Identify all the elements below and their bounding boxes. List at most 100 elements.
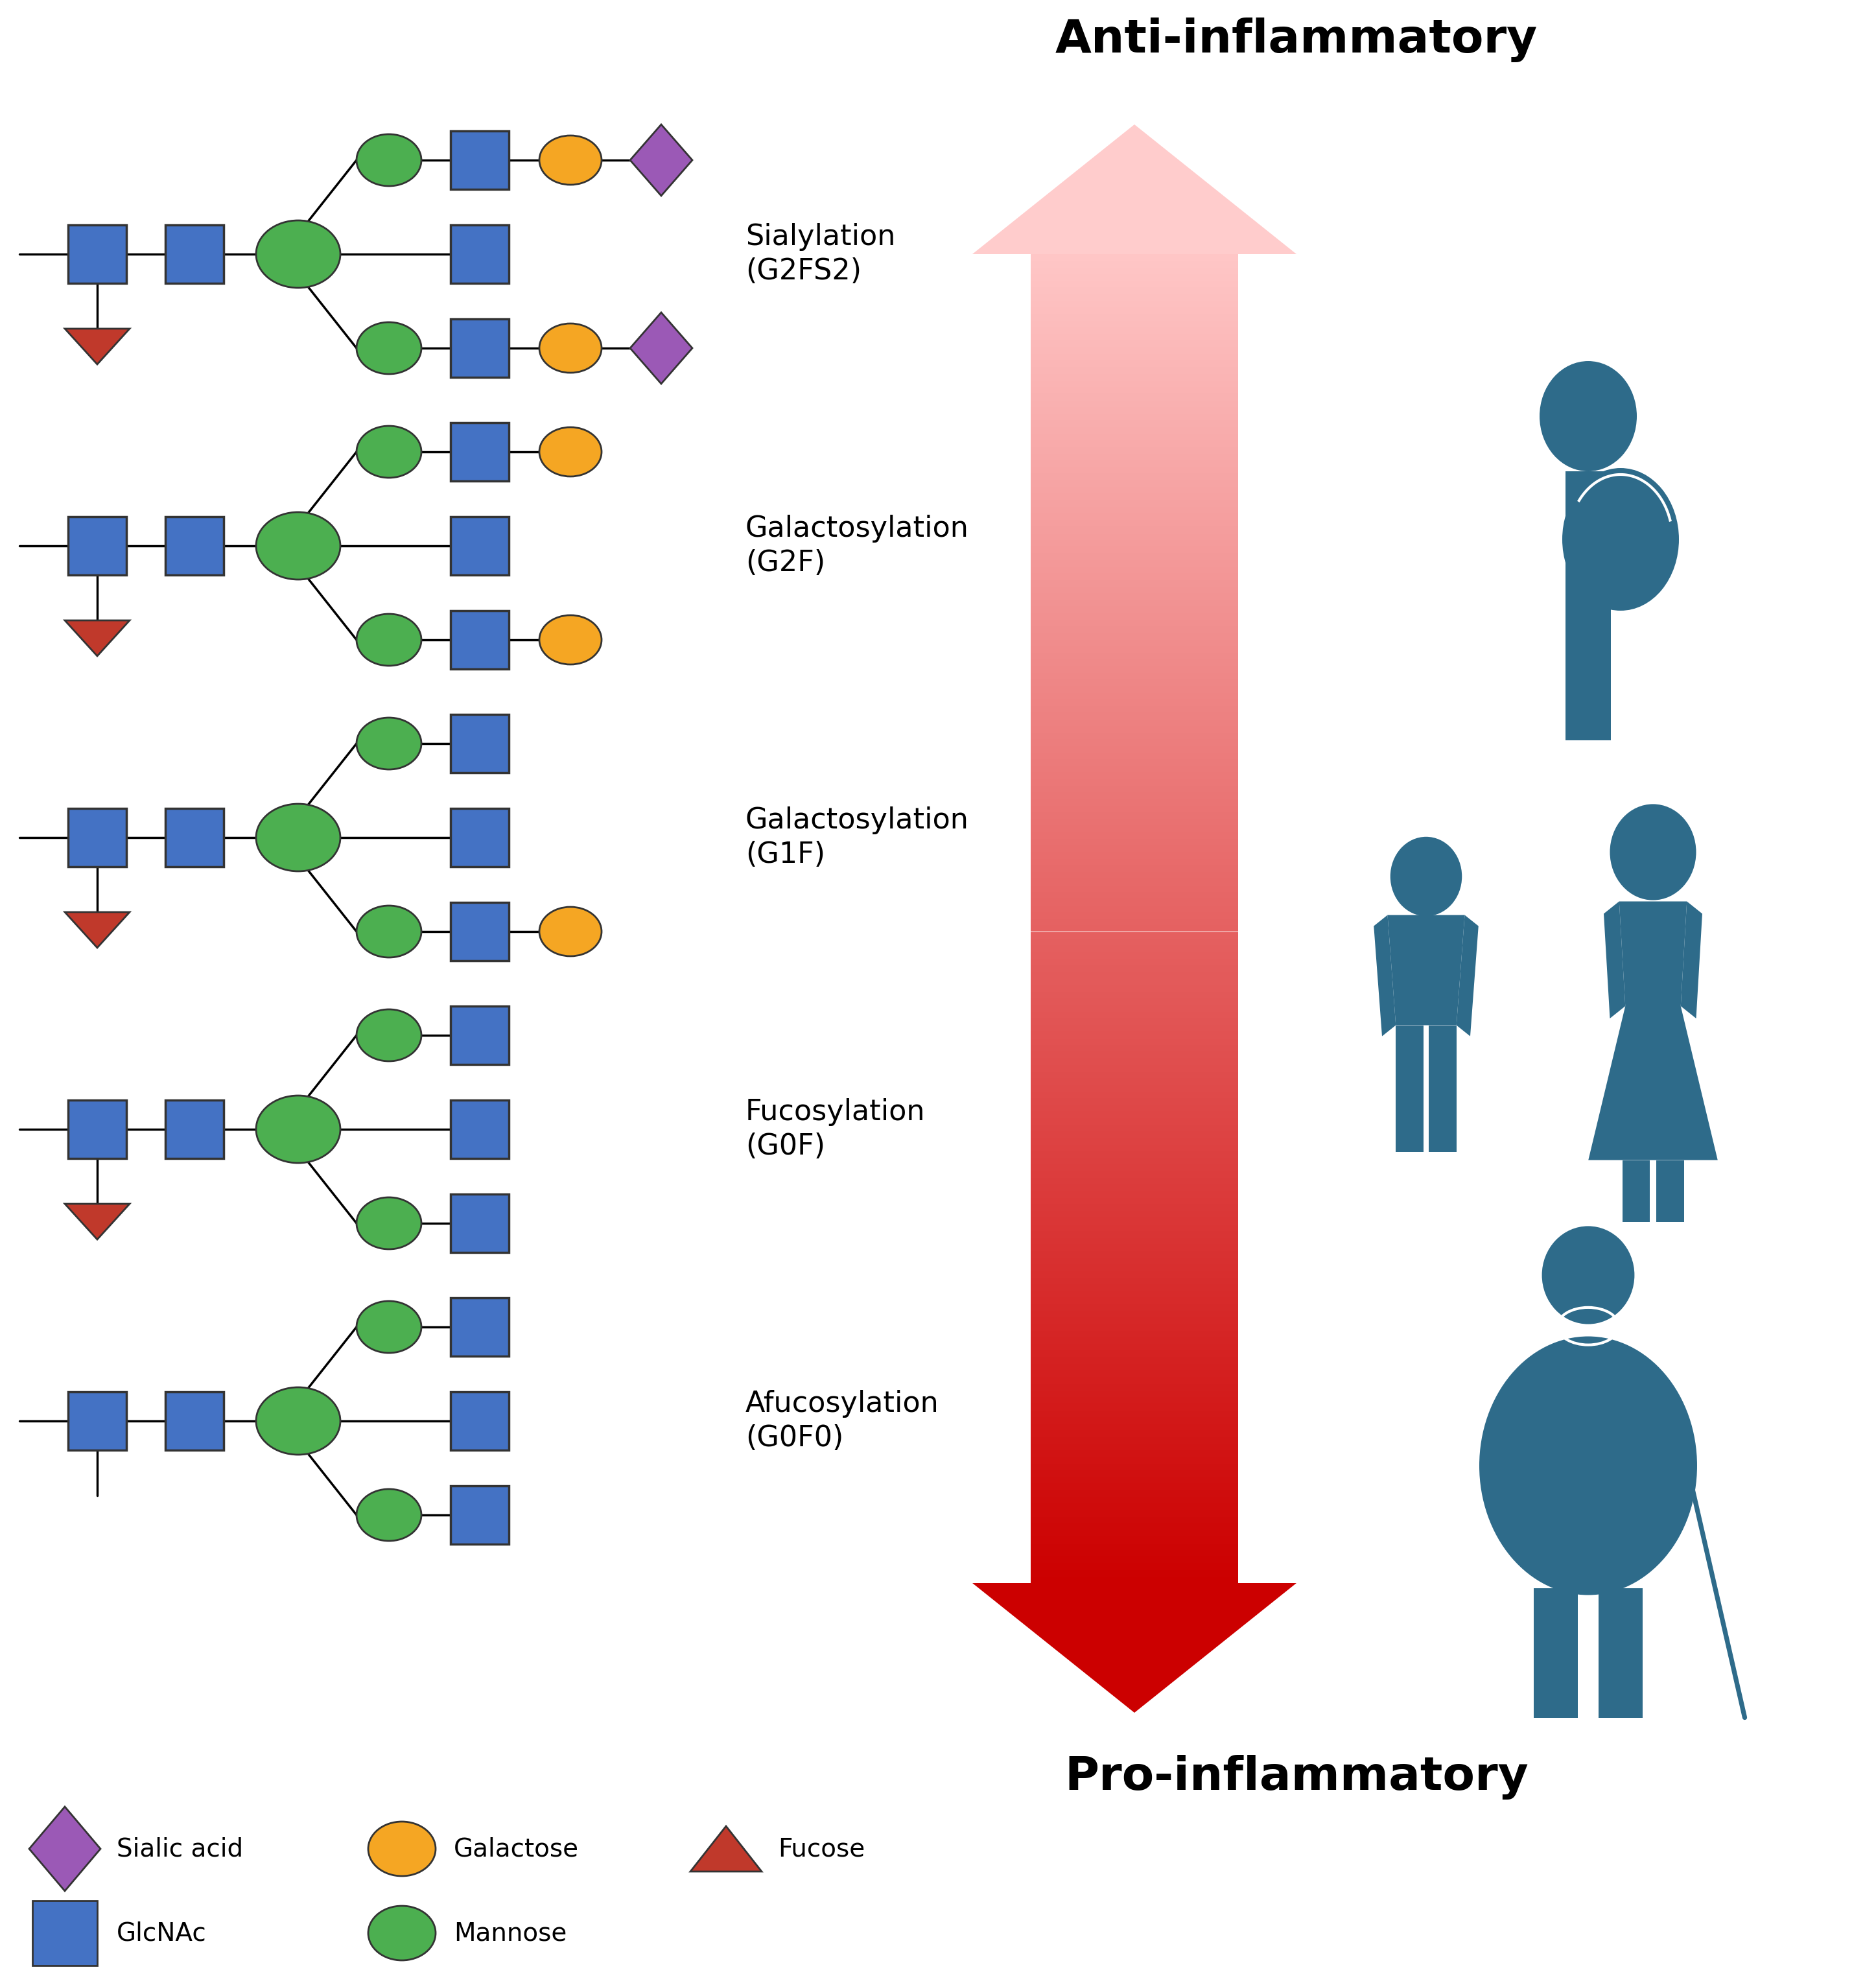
Bar bbox=[1030, 1171, 1238, 1177]
Ellipse shape bbox=[255, 805, 340, 872]
Bar bbox=[1030, 672, 1238, 680]
Bar bbox=[68, 1100, 126, 1158]
Polygon shape bbox=[66, 913, 129, 949]
Bar bbox=[1030, 1231, 1238, 1238]
Bar bbox=[1030, 1343, 1238, 1351]
Bar bbox=[1030, 1483, 1238, 1491]
Bar bbox=[1030, 740, 1238, 745]
Bar bbox=[1030, 487, 1238, 493]
Bar bbox=[1030, 613, 1238, 619]
Bar bbox=[1030, 1536, 1238, 1544]
Bar bbox=[1030, 773, 1238, 779]
Polygon shape bbox=[690, 1826, 762, 1871]
Text: Galactosylation
(G1F): Galactosylation (G1F) bbox=[745, 807, 970, 870]
Bar bbox=[1030, 1238, 1238, 1244]
Bar bbox=[1030, 1564, 1238, 1570]
Bar bbox=[1030, 294, 1238, 300]
Bar bbox=[1030, 1457, 1238, 1463]
Bar bbox=[1030, 501, 1238, 507]
Bar bbox=[1030, 945, 1238, 952]
Bar bbox=[1030, 308, 1238, 314]
Bar bbox=[1030, 1158, 1238, 1163]
Bar bbox=[1030, 479, 1238, 487]
Bar bbox=[68, 225, 126, 284]
Bar bbox=[1030, 1317, 1238, 1323]
Polygon shape bbox=[1535, 1587, 1578, 1718]
Bar bbox=[1030, 1511, 1238, 1516]
Bar bbox=[1030, 1059, 1238, 1065]
Bar bbox=[450, 714, 508, 773]
Bar bbox=[1030, 1250, 1238, 1258]
Bar bbox=[1030, 1258, 1238, 1264]
Bar bbox=[1030, 826, 1238, 832]
Ellipse shape bbox=[538, 136, 602, 185]
Bar bbox=[1030, 1025, 1238, 1031]
Bar bbox=[1030, 1390, 1238, 1396]
Bar bbox=[1030, 473, 1238, 479]
Bar bbox=[450, 809, 508, 868]
Bar bbox=[32, 1901, 98, 1966]
Bar bbox=[1030, 574, 1238, 580]
Bar bbox=[1030, 885, 1238, 891]
Bar bbox=[1030, 426, 1238, 434]
Ellipse shape bbox=[356, 1197, 422, 1248]
Bar bbox=[1030, 692, 1238, 700]
Ellipse shape bbox=[255, 1096, 340, 1163]
Bar bbox=[165, 1100, 223, 1158]
Bar bbox=[450, 1298, 508, 1357]
Bar bbox=[1030, 594, 1238, 599]
Bar bbox=[1030, 1018, 1238, 1025]
Bar bbox=[1030, 866, 1238, 872]
Bar bbox=[1030, 785, 1238, 793]
Bar bbox=[1030, 1197, 1238, 1205]
Bar bbox=[1030, 260, 1238, 268]
Bar bbox=[1030, 288, 1238, 294]
Text: Galactosylation
(G2F): Galactosylation (G2F) bbox=[745, 515, 970, 578]
Bar bbox=[1030, 552, 1238, 560]
Bar bbox=[1030, 1522, 1238, 1530]
Bar bbox=[165, 517, 223, 576]
Ellipse shape bbox=[356, 426, 422, 477]
Bar bbox=[1030, 448, 1238, 454]
Bar bbox=[1030, 1544, 1238, 1550]
Bar bbox=[1030, 1264, 1238, 1270]
Bar bbox=[1030, 1438, 1238, 1444]
Bar bbox=[1030, 753, 1238, 759]
Bar bbox=[1030, 1351, 1238, 1357]
Bar bbox=[1030, 1410, 1238, 1418]
Bar bbox=[68, 1392, 126, 1449]
Bar bbox=[1030, 333, 1238, 341]
Bar bbox=[1030, 254, 1238, 260]
Bar bbox=[1030, 440, 1238, 448]
Ellipse shape bbox=[1480, 1337, 1698, 1595]
Bar bbox=[1030, 1570, 1238, 1576]
Bar bbox=[1030, 779, 1238, 785]
Bar bbox=[1030, 1556, 1238, 1564]
Bar bbox=[1030, 706, 1238, 712]
Polygon shape bbox=[1396, 1025, 1424, 1152]
Bar bbox=[450, 1392, 508, 1449]
Bar bbox=[1030, 1530, 1238, 1536]
Ellipse shape bbox=[538, 323, 602, 373]
Text: Fucosylation
(G0F): Fucosylation (G0F) bbox=[745, 1098, 925, 1160]
Bar bbox=[1030, 1177, 1238, 1185]
Bar bbox=[1030, 1444, 1238, 1449]
Bar bbox=[1030, 521, 1238, 527]
Bar bbox=[1030, 1477, 1238, 1483]
Text: Fucose: Fucose bbox=[779, 1836, 865, 1862]
Bar bbox=[1030, 667, 1238, 672]
Polygon shape bbox=[1388, 915, 1465, 1025]
Polygon shape bbox=[1565, 592, 1611, 740]
Bar bbox=[1030, 818, 1238, 826]
Text: Sialylation
(G2FS2): Sialylation (G2FS2) bbox=[745, 223, 895, 286]
Bar bbox=[450, 130, 508, 189]
Bar bbox=[165, 225, 223, 284]
Bar bbox=[165, 1392, 223, 1449]
Bar bbox=[1030, 1098, 1238, 1104]
Bar bbox=[1030, 619, 1238, 627]
Bar bbox=[1030, 925, 1238, 933]
Ellipse shape bbox=[368, 1822, 435, 1875]
Bar bbox=[1030, 812, 1238, 818]
Bar bbox=[1030, 1278, 1238, 1284]
Bar bbox=[1030, 532, 1238, 540]
